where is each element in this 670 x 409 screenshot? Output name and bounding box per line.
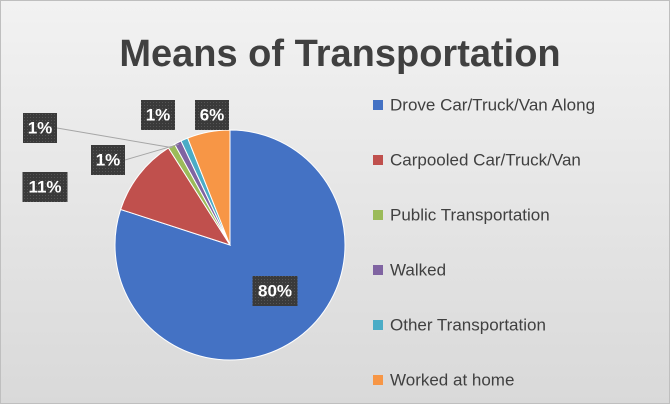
legend-text: Carpooled Car/Truck/Van [390, 150, 581, 169]
legend-swatch [373, 210, 383, 220]
legend-swatch [373, 265, 383, 275]
chart-title: Means of Transportation [119, 33, 560, 75]
leader-line [124, 143, 179, 161]
legend-text: Walked [390, 260, 446, 279]
pie-slice [119, 147, 232, 246]
data-label-box [23, 113, 57, 143]
legend-text: Public Transportation [390, 205, 550, 224]
legend-swatch [373, 100, 383, 110]
data-label: 1% [28, 118, 53, 137]
data-label: 6% [200, 105, 225, 124]
data-label-box [141, 100, 175, 130]
legend-swatch [373, 155, 383, 165]
leader-line [56, 127, 173, 149]
data-label: 1% [146, 105, 171, 124]
data-label-box [22, 172, 68, 202]
data-label: 80% [258, 281, 292, 300]
data-label-box [195, 100, 229, 130]
legend-text: Other Transportation [390, 315, 546, 334]
legend-text: Worked at home [390, 370, 514, 389]
data-label: 11% [28, 177, 61, 196]
pie-slice [187, 129, 231, 246]
data-label-box [252, 276, 298, 306]
legend-text: Drove Car/Truck/Van Along [390, 95, 595, 114]
data-label-box [91, 145, 125, 175]
data-label: 1% [96, 150, 121, 169]
legend-swatch [373, 320, 383, 330]
legend-swatch [373, 375, 383, 385]
